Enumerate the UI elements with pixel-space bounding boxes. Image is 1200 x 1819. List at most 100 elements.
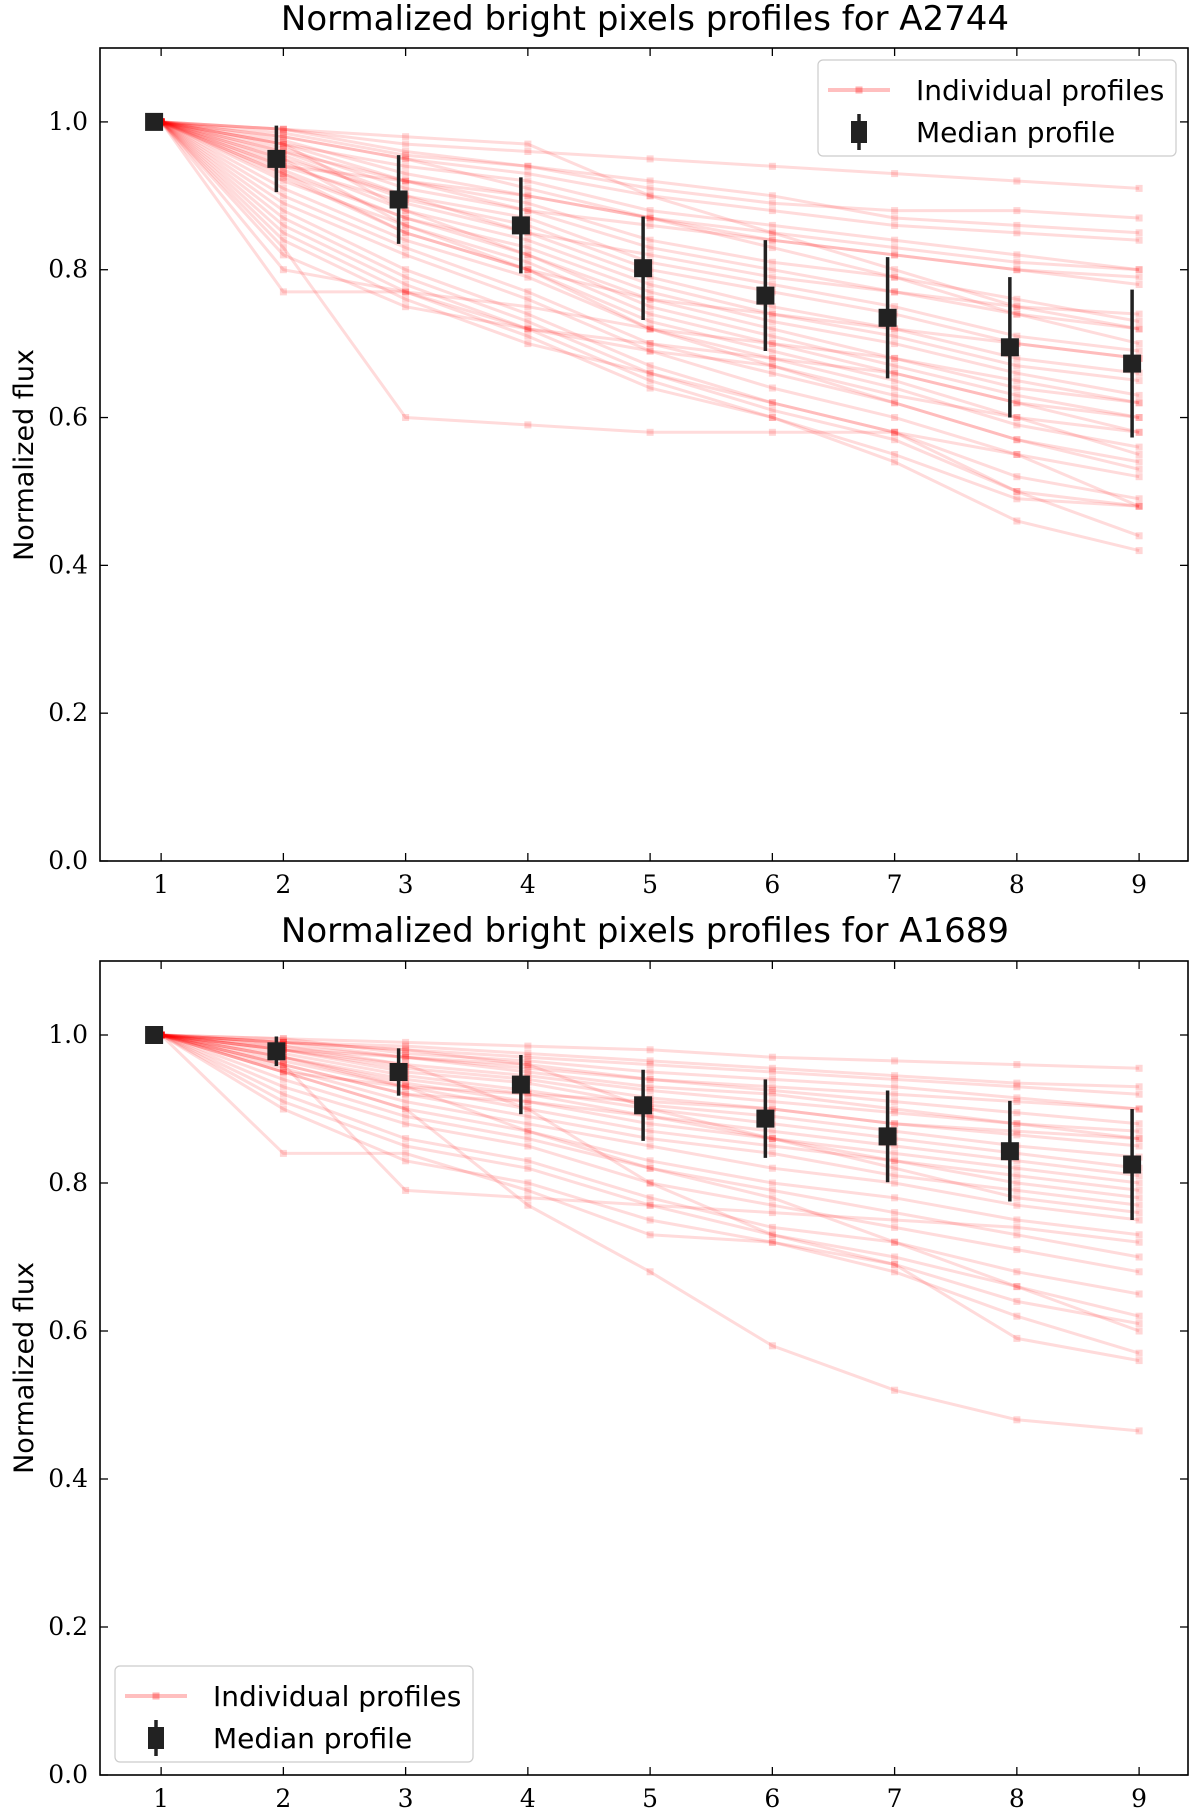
profile-marker <box>1135 1135 1143 1143</box>
axes: 1 2 3 4 5 6 7 8 9 0.0 0.2 0.4 0.6 0.8 1.0 <box>48 47 1189 899</box>
legend: Individual profiles Median profile <box>817 59 1177 157</box>
profile-marker <box>524 251 532 259</box>
profile-marker <box>646 318 654 325</box>
profile-marker <box>402 273 410 281</box>
profile-marker <box>1135 443 1143 451</box>
profile-marker <box>402 1120 410 1128</box>
profile-marker <box>1013 1268 1021 1276</box>
profile-marker <box>1135 1268 1143 1276</box>
profile-marker <box>279 221 287 229</box>
legend-profile-marker <box>152 1692 160 1700</box>
profile-marker <box>1013 310 1021 318</box>
profile-marker <box>1013 436 1021 444</box>
profile-marker <box>646 310 654 318</box>
profile-marker <box>768 162 776 170</box>
profile-marker <box>279 166 287 174</box>
profile-marker <box>646 325 654 333</box>
profile-marker <box>1135 1209 1143 1217</box>
profile-marker <box>402 295 410 303</box>
profile-marker <box>279 1035 287 1043</box>
profile-marker <box>768 1238 776 1246</box>
profile-marker <box>402 221 410 229</box>
profile-marker <box>402 155 410 163</box>
profile-marker <box>891 1075 899 1083</box>
profile-marker <box>279 1057 287 1065</box>
profile-marker <box>1013 399 1021 407</box>
profile-marker <box>891 288 899 296</box>
profile-marker <box>891 1386 899 1394</box>
profile-marker <box>279 129 287 137</box>
profile-marker <box>524 1127 532 1135</box>
profile-marker <box>891 428 899 436</box>
profile-marker <box>768 362 776 370</box>
profile-line <box>160 120 1140 383</box>
profile-marker <box>891 1120 899 1128</box>
profile-marker <box>1135 325 1143 333</box>
profile-marker <box>1013 414 1021 421</box>
profile-marker <box>402 1079 410 1087</box>
profile-marker <box>646 155 654 163</box>
profile-marker <box>646 428 654 436</box>
profile-marker <box>1013 1131 1021 1139</box>
x-tick-label: 2 <box>275 1784 291 1813</box>
profile-marker <box>768 369 776 377</box>
profile-marker <box>768 340 776 348</box>
profile-marker <box>646 192 654 200</box>
profile-marker <box>891 325 899 333</box>
profile-marker <box>524 1135 532 1143</box>
profile-marker <box>524 199 532 207</box>
profile-line <box>160 1033 1140 1363</box>
profile-marker <box>402 1038 410 1046</box>
profile-line <box>161 120 1140 220</box>
median-marker <box>267 149 286 168</box>
profile-marker <box>768 340 776 348</box>
profile-line <box>160 1033 1140 1192</box>
profile-marker <box>1135 414 1143 421</box>
profile-line <box>160 1033 1140 1111</box>
profile-marker <box>1135 451 1143 458</box>
profile-line <box>160 120 1140 323</box>
profile-marker <box>1013 266 1021 274</box>
profile-marker <box>1013 229 1021 237</box>
profile-marker <box>891 354 899 362</box>
profile-marker <box>1013 488 1021 495</box>
profile-marker <box>402 177 410 185</box>
profile-marker <box>891 1194 899 1202</box>
profile-marker <box>1013 362 1021 370</box>
median-marker <box>389 1063 408 1081</box>
profile-marker <box>524 1201 532 1209</box>
profile-marker <box>524 1090 532 1098</box>
profile-marker <box>402 1157 410 1165</box>
profile-marker <box>1013 1098 1021 1106</box>
profile-marker <box>768 199 776 207</box>
profile-marker <box>1135 465 1143 473</box>
profile-marker <box>1013 221 1021 229</box>
profile-line <box>160 120 1140 553</box>
chart-panel-a2744: Normalized bright pixels profiles for A2… <box>9 0 1189 899</box>
profile-marker <box>646 214 654 222</box>
median-profile <box>145 112 1142 438</box>
profile-marker <box>524 1179 532 1187</box>
profile-marker <box>524 1127 532 1135</box>
profile-line <box>160 120 1140 272</box>
profile-line <box>161 1033 1140 1111</box>
profile-marker <box>891 236 899 244</box>
profile-marker <box>646 281 654 288</box>
profile-marker <box>1135 1127 1143 1135</box>
profile-marker <box>524 1042 532 1050</box>
x-tick-label: 3 <box>398 1784 414 1813</box>
profile-marker <box>279 1068 287 1076</box>
profile-marker <box>1013 1127 1021 1135</box>
profile-marker <box>279 244 287 252</box>
profile-marker <box>524 1164 532 1172</box>
profile-marker <box>646 1075 654 1083</box>
profile-marker <box>1135 1231 1143 1239</box>
profile-marker <box>768 273 776 281</box>
profile-line <box>160 120 1140 508</box>
profile-marker <box>1135 1179 1143 1187</box>
x-tick-label: 2 <box>275 870 291 899</box>
profile-line <box>160 1033 1140 1207</box>
profile-marker <box>646 295 654 303</box>
profile-marker <box>1135 1186 1143 1194</box>
